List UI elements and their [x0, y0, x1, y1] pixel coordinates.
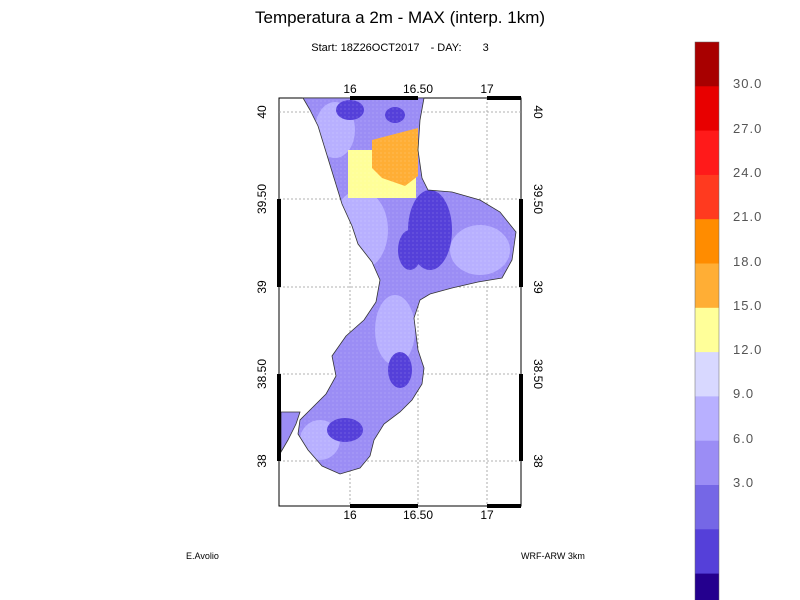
lon-tick-bottom-2: 16.50 [403, 508, 433, 522]
colorbar-label: 27.0 [733, 120, 763, 136]
lat-tick-left-1: 40 [255, 105, 269, 119]
lat-tick-right-4: 38.50 [531, 359, 545, 389]
lon-tick-top-2: 16.50 [403, 82, 433, 96]
colorbar-swatch [695, 219, 719, 264]
lat-tick-right-1: 40 [531, 105, 545, 119]
map-title: Temperatura a 2m - MAX (interp. 1km) [254, 8, 546, 27]
colorbar-swatch [695, 352, 719, 397]
colorbar-swatch [695, 573, 719, 600]
colorbar-swatch [695, 130, 719, 176]
colorbar-swatch [695, 529, 719, 575]
lat-tick-left-2: 39.50 [255, 184, 269, 214]
author-credit: E.Avolio [186, 551, 219, 561]
colorbar [694, 41, 720, 600]
colorbar-label: 3.0 [733, 475, 755, 490]
model-credit: WRF-ARW 3km [521, 551, 585, 561]
colorbar-label: 30.0 [733, 76, 763, 92]
colorbar-label: 15.0 [733, 297, 763, 313]
day-value: 3 [482, 42, 489, 54]
lon-tick-top-3: 17 [480, 82, 494, 96]
frame-bars [277, 96, 523, 508]
colorbar-swatch [695, 440, 719, 486]
colorbar-label: 21.0 [733, 209, 763, 225]
lat-tick-right-5: 38 [531, 454, 545, 468]
colorbar-label: 9.0 [733, 386, 755, 402]
day-label: - DAY: [430, 42, 462, 54]
colorbar-swatch [695, 485, 719, 530]
colorbar-swatch [695, 307, 719, 353]
colorbar-swatch [695, 174, 719, 220]
lon-tick-bottom-3: 17 [480, 508, 494, 522]
colorbar-swatch [695, 263, 719, 309]
colorbar-label: 6.0 [733, 430, 755, 446]
coastline [297, 97, 517, 475]
start-label: Start: 18Z26OCT2017 [311, 42, 420, 54]
map-subtitle: Start: 18Z26OCT2017 - DAY: 3 [0, 42, 800, 54]
lon-tick-top-1: 16 [343, 82, 357, 96]
colorbar-label: 24.0 [733, 164, 763, 180]
colorbar-swatch [695, 42, 719, 87]
colorbar-label: 12.0 [733, 342, 763, 358]
lat-tick-left-3: 39 [255, 280, 269, 294]
lat-tick-right-2: 39.50 [531, 184, 545, 214]
colorbar-swatch [695, 86, 719, 132]
colorbar-label: 18.0 [733, 253, 763, 269]
colorbar-swatch [695, 396, 719, 442]
lat-tick-left-4: 38.50 [255, 359, 269, 389]
lat-tick-left-5: 38 [255, 454, 269, 468]
lat-tick-right-3: 39 [531, 280, 545, 294]
lon-tick-bottom-1: 16 [343, 508, 357, 522]
